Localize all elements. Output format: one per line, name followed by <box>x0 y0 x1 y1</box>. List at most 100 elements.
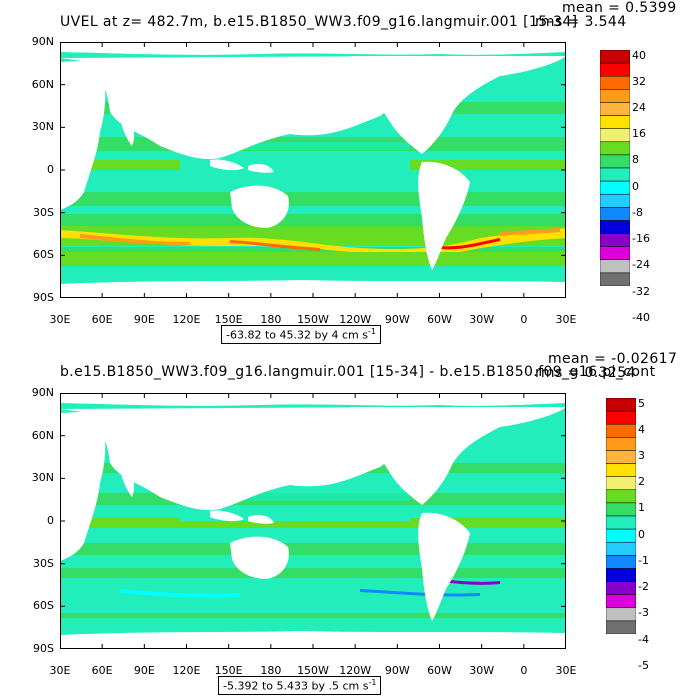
landmass-6 <box>230 536 289 579</box>
landmass-7 <box>350 407 566 505</box>
colorbar-label: -4 <box>638 632 649 646</box>
panel-1-range-box: -63.82 to 45.32 by 4 cm s-1 <box>221 325 381 344</box>
colorbar-swatch-3 <box>606 437 636 451</box>
colorbar-swatch-13 <box>606 568 636 582</box>
colorbar-swatch-6 <box>606 476 636 491</box>
colorbar-label: -2 <box>638 580 649 594</box>
colorbar-label: 3 <box>638 449 645 462</box>
colorbar-swatch-9 <box>606 515 636 530</box>
colorbar-swatch-10 <box>600 180 630 195</box>
lon-label: 90E <box>133 313 155 326</box>
colorbar-swatch-1 <box>606 410 636 425</box>
colorbar-swatch-17 <box>600 272 630 286</box>
panel-1-range-text: -63.82 to 45.32 by 4 cm s <box>226 328 368 342</box>
colorbar-swatch-4 <box>600 102 630 116</box>
lon-label: 0 <box>520 313 528 326</box>
land-mask <box>60 42 566 298</box>
panel-1-colorbar <box>600 50 630 286</box>
panel-1-range-unit: -1 <box>367 327 376 336</box>
lat-label: 0 <box>47 163 54 176</box>
colorbar-swatch-0 <box>600 50 630 64</box>
colorbar-label: 16 <box>632 127 646 141</box>
lat-label: 90S <box>33 291 54 304</box>
colorbar-swatch-7 <box>600 141 630 156</box>
colorbar-swatch-15 <box>606 594 636 609</box>
colorbar-label: 5 <box>638 396 645 410</box>
colorbar-swatch-11 <box>606 541 636 556</box>
panel-2-range-text: -5.392 to 5.433 by .5 cm s <box>223 679 369 693</box>
colorbar-swatch-15 <box>600 246 630 261</box>
lon-label: 150E <box>214 313 243 326</box>
lat-label: 90S <box>33 642 54 655</box>
lon-label: 90E <box>133 664 155 677</box>
colorbar-swatch-17 <box>606 620 636 634</box>
colorbar-swatch-0 <box>606 398 636 412</box>
panel-2-range-box: -5.392 to 5.433 by .5 cm s-1 <box>218 676 382 695</box>
lon-label: 30E <box>49 664 71 677</box>
colorbar-swatch-1 <box>600 62 630 77</box>
lon-label: 120E <box>172 664 201 677</box>
colorbar-label: 0 <box>632 179 639 193</box>
colorbar-label: -3 <box>638 606 649 620</box>
panel-1-title: UVEL at z= 482.7m, b.e15.B1850_WW3.f09_g… <box>60 14 578 30</box>
lat-label: 90N <box>31 35 54 48</box>
lat-label: 60S <box>33 599 54 613</box>
map-ticks <box>60 393 566 649</box>
lon-label: 150W <box>297 664 329 677</box>
colorbar-label: 0 <box>638 527 645 541</box>
landmass-1 <box>60 60 106 210</box>
colorbar-label: -5 <box>638 658 649 672</box>
map-ticks <box>60 42 566 298</box>
lon-label: 60W <box>427 664 452 677</box>
panel-2-mean: mean = -0.02617 <box>548 351 678 367</box>
lon-label: 30W <box>469 313 495 326</box>
circumpolar-current <box>60 226 566 266</box>
lon-label: 180 <box>260 313 282 326</box>
lon-label: 0 <box>520 664 528 677</box>
landmass-8 <box>418 512 470 621</box>
lat-label: 60N <box>31 428 54 442</box>
colorbar-label: -8 <box>632 205 643 219</box>
lat-label: 60S <box>33 248 54 262</box>
landmass-4 <box>210 159 244 171</box>
panel-2-title: b.e15.B1850_WW3.f09_g16.langmuir.001 [15… <box>60 364 656 380</box>
panel-2-rms: rms = 0.3254 <box>535 365 636 381</box>
lon-label: 60E <box>91 664 113 677</box>
panel-1-map <box>60 42 566 298</box>
colorbar-swatch-13 <box>600 220 630 234</box>
colorbar-label: -1 <box>638 553 649 567</box>
colorbar-swatch-2 <box>600 75 630 90</box>
colorbar-label: 40 <box>632 48 646 62</box>
colorbar-swatch-10 <box>606 528 636 543</box>
colorbar-swatch-7 <box>606 489 636 504</box>
colorbar-label: -40 <box>632 310 650 324</box>
landmass-7 <box>350 56 566 154</box>
colorbar-label: -16 <box>632 232 650 246</box>
colorbar-label: 8 <box>632 153 639 167</box>
landmass-1 <box>60 411 106 561</box>
landmass-5 <box>248 515 274 524</box>
colorbar-swatch-12 <box>600 207 630 221</box>
colorbar-swatch-16 <box>600 259 630 274</box>
circumpolar-current <box>60 579 566 613</box>
lon-label: 30W <box>469 664 495 677</box>
landmass-2 <box>60 407 420 511</box>
colorbar-swatch-3 <box>600 89 630 103</box>
colorbar-swatch-4 <box>606 450 636 464</box>
colorbar-label: -32 <box>632 284 650 298</box>
lat-label: 30N <box>31 471 54 485</box>
lon-label: 30E <box>555 664 577 677</box>
landmass-2 <box>60 56 420 160</box>
landmass-3 <box>120 463 135 497</box>
lat-label: 90N <box>31 386 54 399</box>
lat-label: 30S <box>33 205 54 219</box>
landmass-4 <box>210 510 244 522</box>
lon-label: 90W <box>384 313 410 326</box>
panel-2-range-unit: -1 <box>368 678 377 687</box>
lon-label: 120W <box>339 664 372 677</box>
colorbar-label: 2 <box>638 475 645 489</box>
lon-label: 60W <box>427 313 452 326</box>
lon-label: 30E <box>555 313 577 326</box>
colorbar-swatch-8 <box>606 502 636 517</box>
colorbar-swatch-12 <box>606 555 636 569</box>
